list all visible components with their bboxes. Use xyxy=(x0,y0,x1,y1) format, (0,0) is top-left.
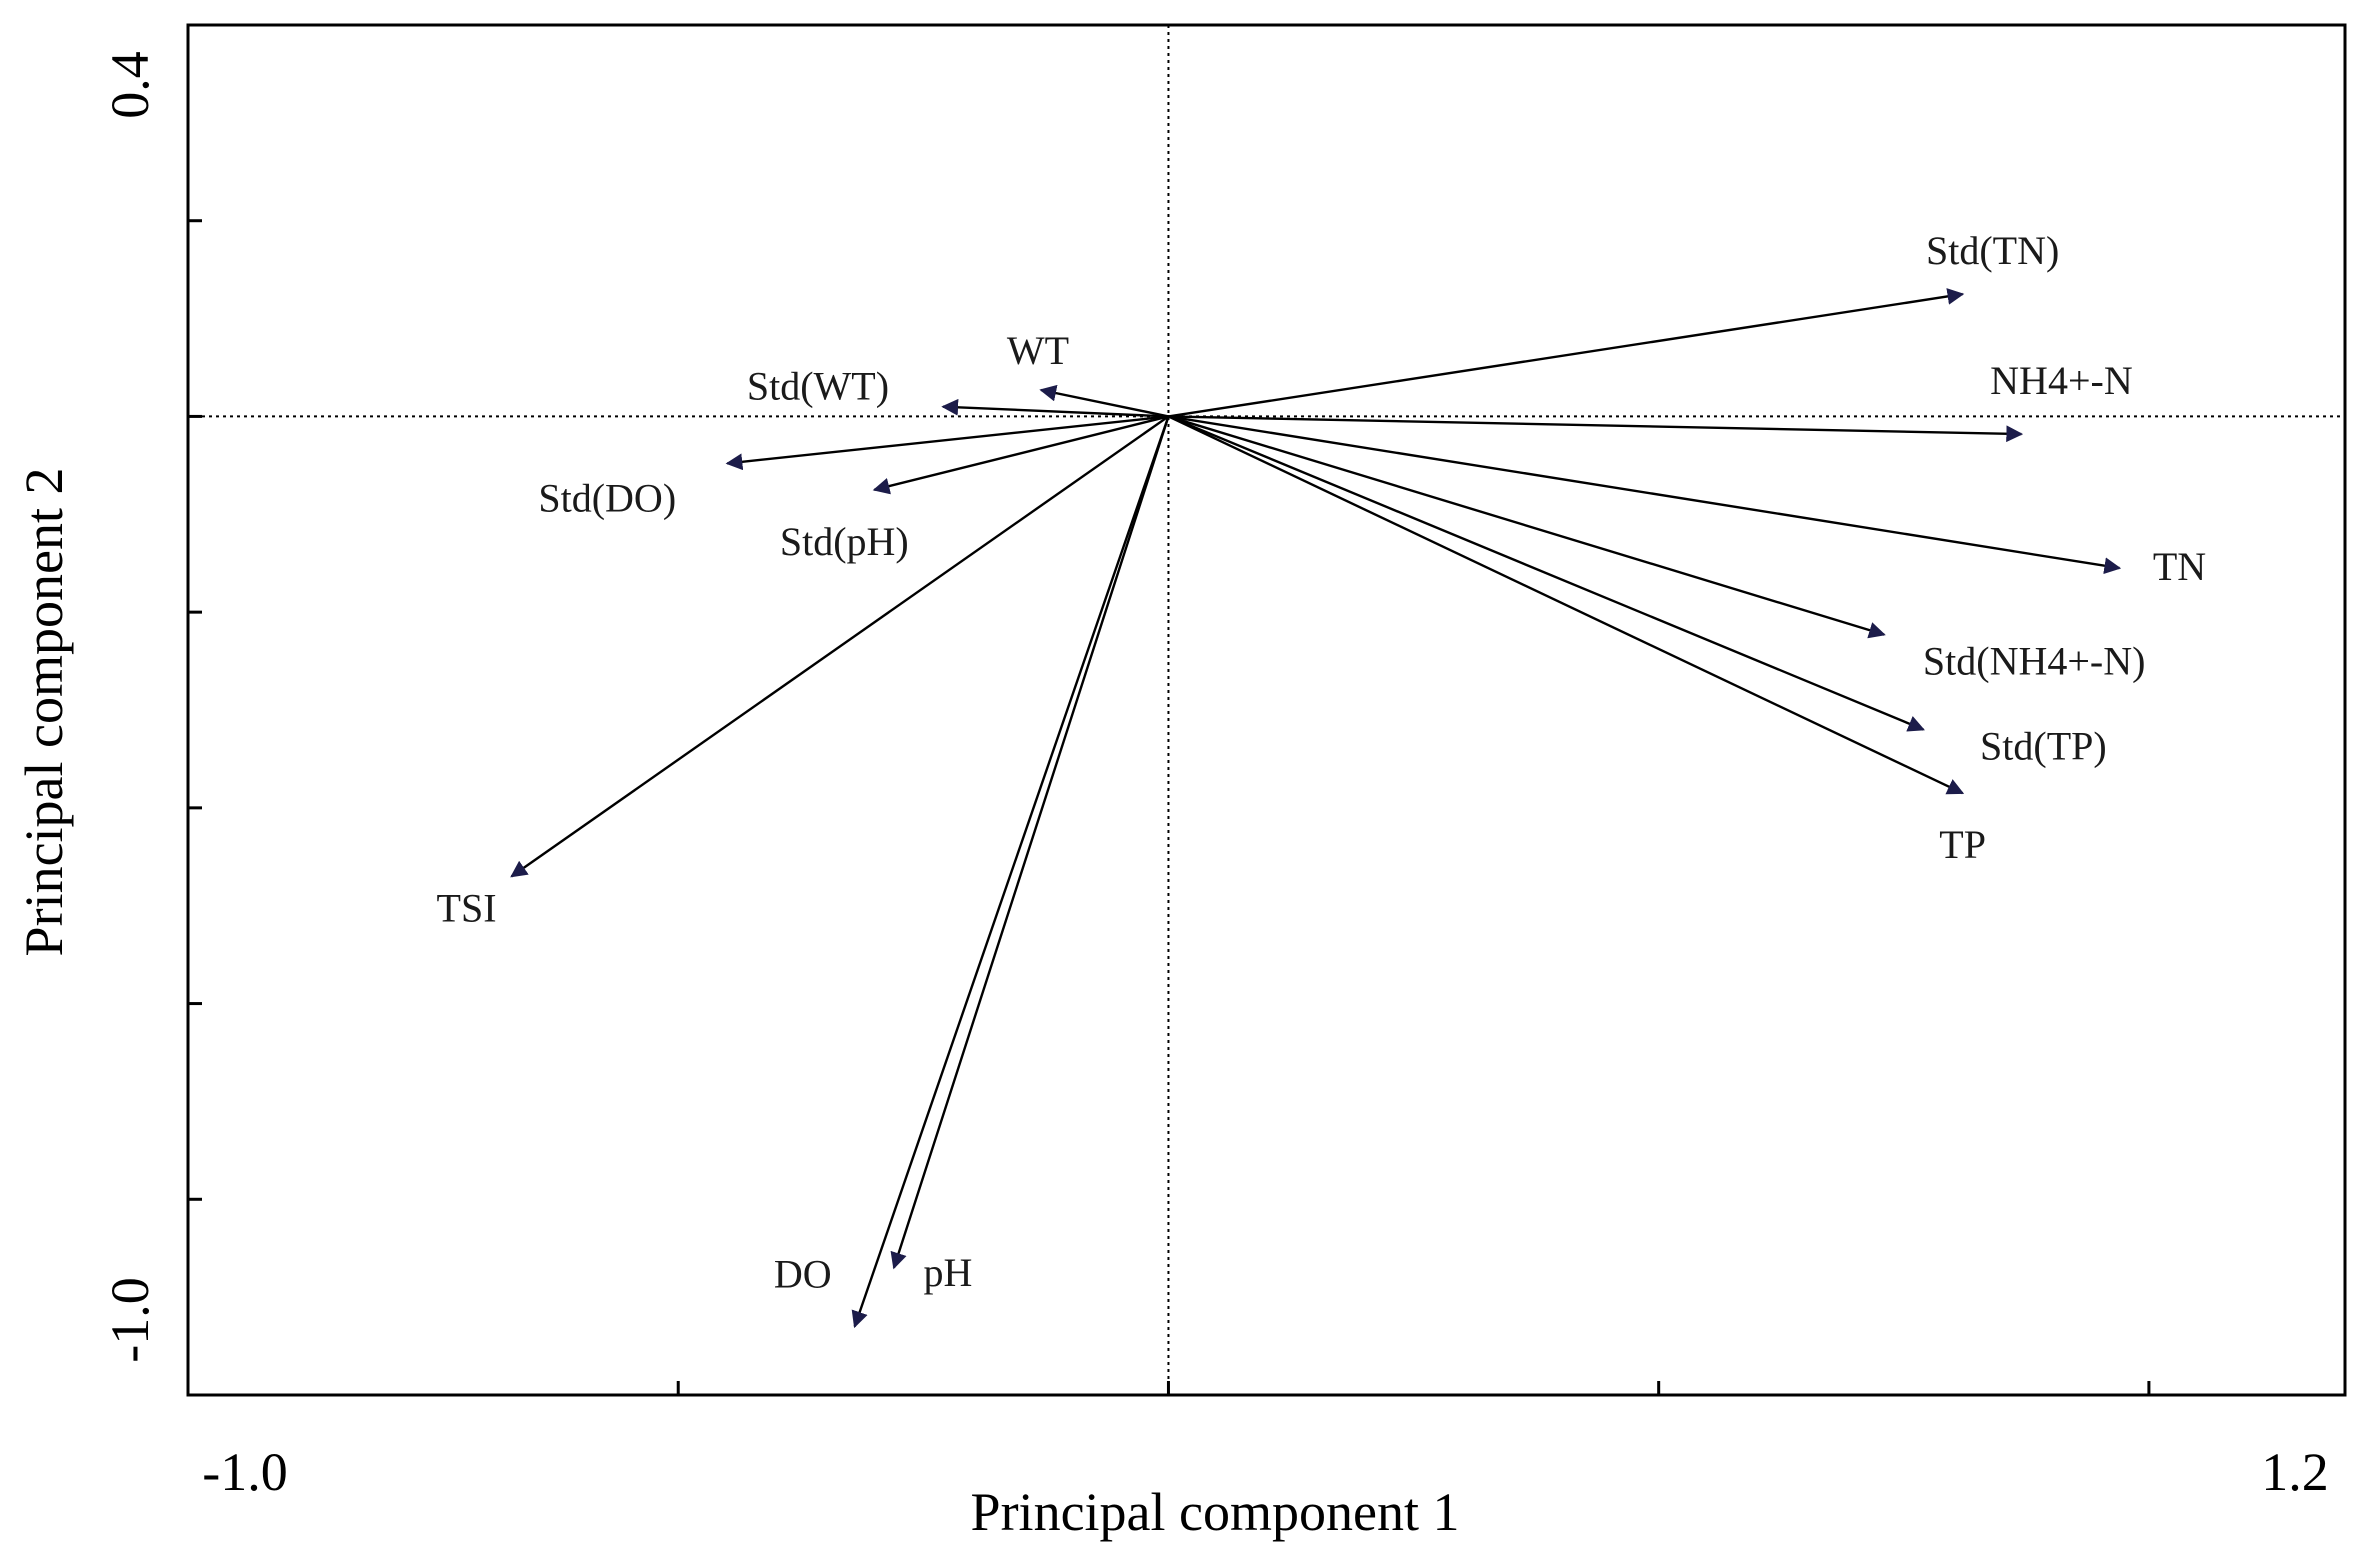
vector-arrow-tp xyxy=(1167,415,1965,795)
vector-arrow-do xyxy=(851,416,1170,1329)
vector-arrow-std-tp xyxy=(1167,415,1925,732)
vector-arrow-std-ph xyxy=(872,415,1169,495)
vector-label-tn: TN xyxy=(2153,544,2206,589)
vector-label-std-wt: Std(WT) xyxy=(747,364,889,409)
y-axis-ticks xyxy=(188,23,202,1397)
vector-label-ph: pH xyxy=(923,1250,972,1295)
x-tick-label-max: 1.2 xyxy=(2261,1442,2329,1502)
y-tick-label-min: -1.0 xyxy=(100,1277,160,1362)
vector-arrow-std-do xyxy=(725,415,1169,471)
vector-label-wt: WT xyxy=(1007,328,1069,373)
vector-arrow-std-nh4-n xyxy=(1168,415,1886,639)
vector-arrow-wt xyxy=(1039,384,1169,418)
vector-label-std-tp: Std(TP) xyxy=(1980,724,2107,769)
x-axis-title: Principal component 1 xyxy=(971,1482,1460,1542)
vector-arrow-std-tn xyxy=(1168,288,1965,418)
vector-label-tp: TP xyxy=(1939,822,1986,867)
vector-label-std-tn: Std(TN) xyxy=(1926,228,2059,273)
x-axis-ticks xyxy=(186,1381,2347,1395)
vector-arrow-nh4-n xyxy=(1168,415,2024,443)
x-tick-label-min: -1.0 xyxy=(202,1442,287,1502)
y-tick-label-max: 0.4 xyxy=(100,51,160,119)
vector-label-tsi: TSI xyxy=(437,885,497,930)
vector-label-do: DO xyxy=(774,1252,832,1297)
vector-label-std-do: Std(DO) xyxy=(538,475,676,520)
plot-frame xyxy=(186,23,2347,1397)
vector-arrow-tn xyxy=(1168,415,2122,575)
loading-vectors xyxy=(510,288,2122,1329)
y-axis-title: Principal component 2 xyxy=(14,468,74,957)
vector-label-nh4-n: NH4+-N xyxy=(1990,358,2133,403)
loading-vector-labels: Std(TN) NH4+-N TN Std(NH4+-N) Std(TP) TP WT Std… xyxy=(437,228,2207,1296)
vector-label-std-nh4-n: Std(NH4+-N) xyxy=(1923,639,2146,684)
vector-arrow-ph xyxy=(890,416,1170,1270)
vector-label-std-ph: Std(pH) xyxy=(780,519,909,564)
vector-arrow-std-wt xyxy=(941,398,1169,418)
vector-arrow-tsi xyxy=(510,415,1170,878)
